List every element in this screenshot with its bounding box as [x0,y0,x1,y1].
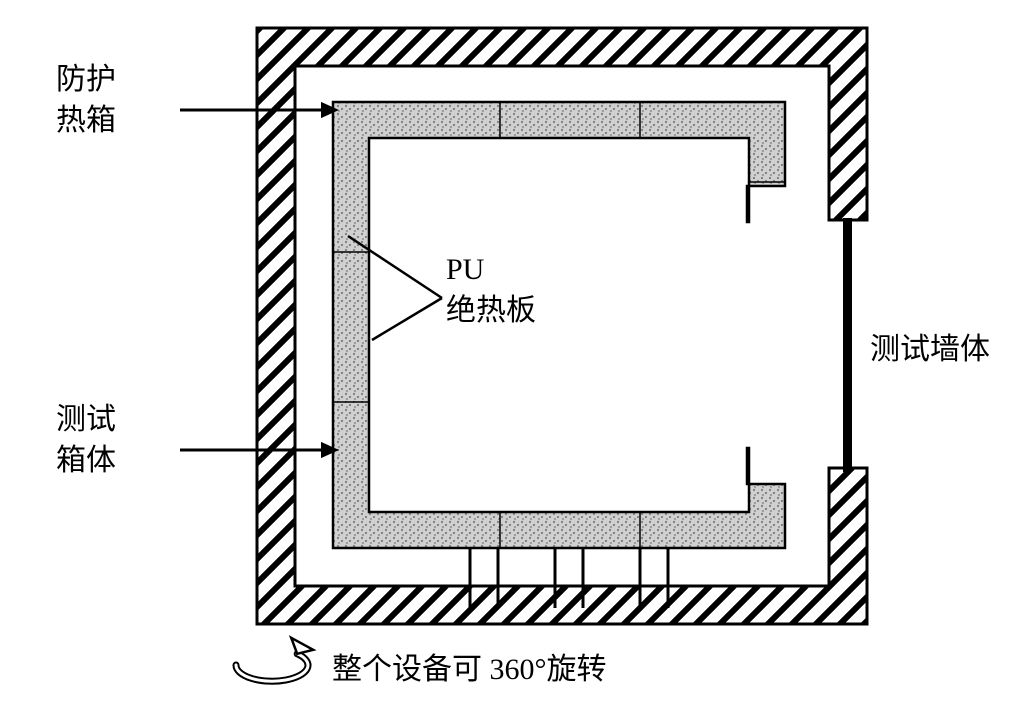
callout-arrows [180,102,442,458]
test-wall-label: 测试墙体 [870,330,990,371]
test-box [333,102,785,548]
diagram-canvas: 防护 热箱 测试 箱体 PU 绝热板 测试墙体 整个设备可 360°旋转 [0,0,1024,724]
rotation-caption: 整个设备可 360°旋转 [332,650,607,691]
pu-panel-label: PU 绝热板 [446,250,536,331]
test-wall [843,218,852,472]
rotation-arrow-icon [236,638,313,681]
outer-box-label: 防护 热箱 [56,60,116,141]
inner-box-label: 测试 箱体 [56,400,116,481]
